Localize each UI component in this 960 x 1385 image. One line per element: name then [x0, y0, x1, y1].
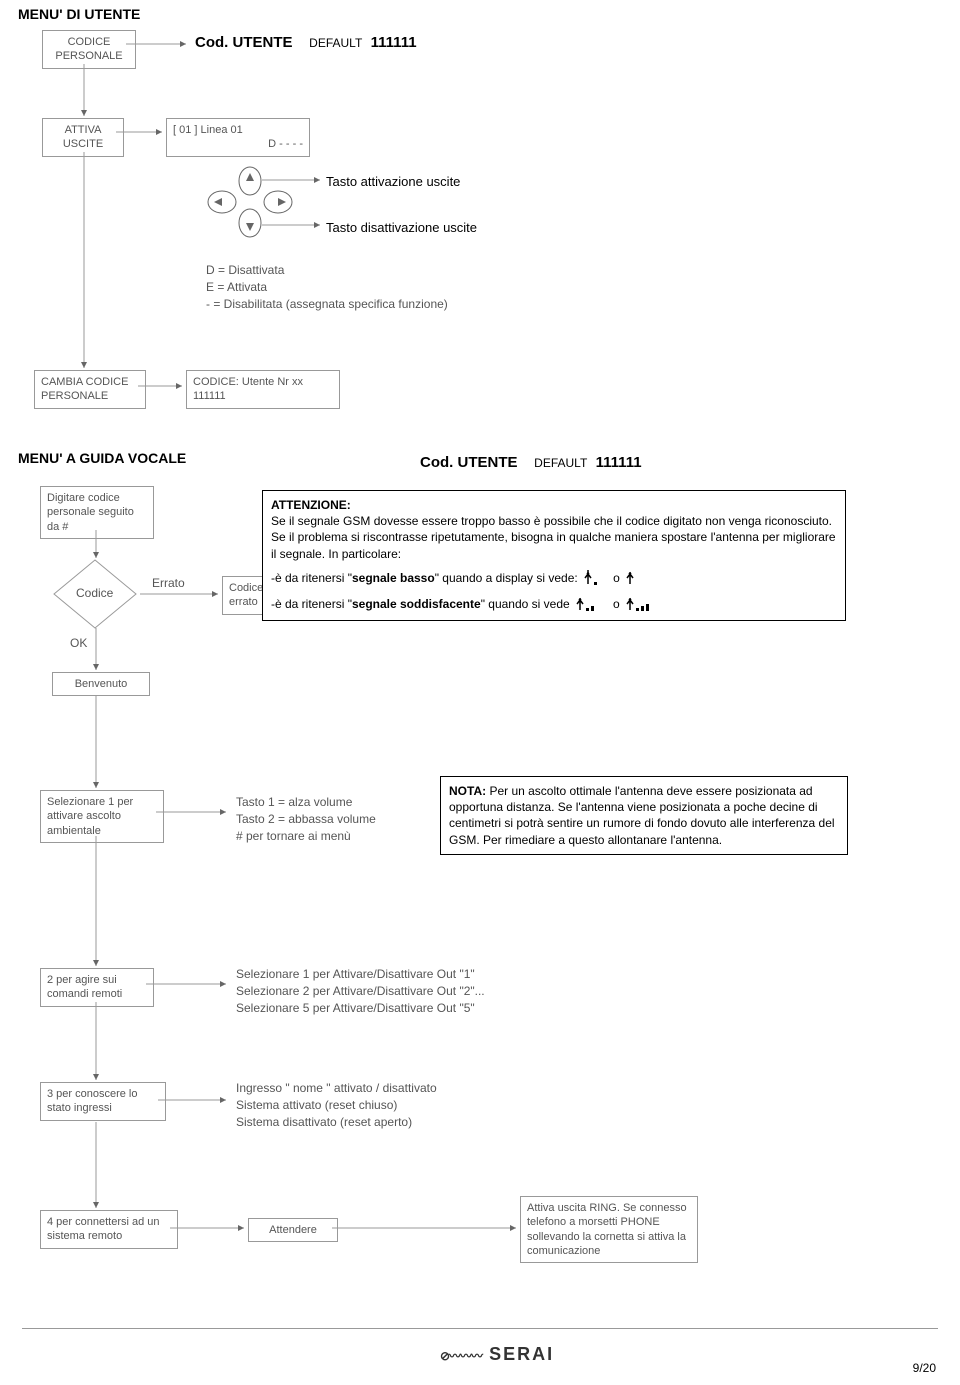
signal-icon-4	[626, 596, 662, 614]
label-tasto-disattivazione: Tasto disattivazione uscite	[326, 220, 477, 235]
keypad-shape	[200, 165, 300, 245]
page-number: 9/20	[913, 1361, 936, 1375]
cod-utente-row: Cod. UTENTE DEFAULT 111111	[195, 34, 417, 51]
nota-body: Per un ascolto ottimale l'antenna deve e…	[449, 784, 835, 847]
legend-dash: - = Disabilitata (assegnata specifica fu…	[206, 297, 448, 311]
default-value-2: 111111	[596, 454, 642, 471]
legend-e: E = Attivata	[206, 280, 267, 294]
default-label: DEFAULT	[309, 36, 362, 50]
sel-list: Selezionare 1 per Attivare/Disattivare O…	[236, 966, 485, 1016]
box-attendere: Attendere	[248, 1218, 338, 1242]
section-title-1: MENU' DI UTENTE	[18, 6, 140, 22]
b1-pre: -è da ritenersi "	[271, 571, 352, 585]
o-label-1: o	[613, 571, 620, 585]
ingr-l2: Sistema attivato (reset chiuso)	[236, 1098, 397, 1112]
tasto-info-l3: # per tornare ai menù	[236, 829, 351, 843]
box-sel3: 3 per conoscere lo stato ingressi	[40, 1082, 166, 1121]
box-codice-personale: CODICE PERSONALE	[42, 30, 136, 69]
b2-pre: -è da ritenersi "	[271, 597, 352, 611]
errato-label: Errato	[152, 576, 185, 590]
label-tasto-attivazione: Tasto attivazione uscite	[326, 174, 460, 189]
nota-box: NOTA: Per un ascolto ottimale l'antenna …	[440, 776, 848, 855]
ingr-l1: Ingresso " nome " attivato / disattivato	[236, 1081, 437, 1095]
attenzione-bullet2: -è da ritenersi "segnale soddisfacente" …	[271, 596, 837, 614]
box-attiva-uscite: ATTIVA USCITE	[42, 118, 124, 157]
tasto-info-l2: Tasto 2 = abbassa volume	[236, 812, 376, 826]
box-benvenuto: Benvenuto	[52, 672, 150, 696]
footer-logo: ⊘〰〰〰 SERAI	[440, 1344, 554, 1365]
sel-list-l1: Selezionare 1 per Attivare/Disattivare O…	[236, 967, 475, 981]
box-digitare-codice: Digitare codice personale seguito da #	[40, 486, 154, 539]
box-cambia-codice: CAMBIA CODICE PERSONALE	[34, 370, 146, 409]
attenzione-bullet1: -è da ritenersi "segnale basso" quando a…	[271, 570, 837, 588]
codice-utente-val: 111111	[193, 390, 226, 402]
cod-utente-row-2: Cod. UTENTE DEFAULT 111111	[420, 454, 642, 471]
b2-post: " quando si vede	[481, 597, 570, 611]
section-title-2: MENU' A GUIDA VOCALE	[18, 450, 186, 466]
default-label-2: DEFAULT	[534, 456, 587, 470]
tasto-info-l1: Tasto 1 = alza volume	[236, 795, 352, 809]
ingr-l3: Sistema disattivato (reset aperto)	[236, 1115, 412, 1129]
cod-utente-label-2: Cod. UTENTE	[420, 454, 518, 471]
b1-bold: segnale basso	[352, 571, 435, 585]
signal-icon-3	[576, 596, 606, 614]
attenzione-l2: Se il problema si riscontrasse ripetutam…	[271, 530, 836, 560]
b1-post: " quando a display si vede:	[435, 571, 578, 585]
logo-text: SERAI	[489, 1344, 554, 1364]
signal-icon-2	[626, 570, 648, 588]
attenzione-box: ATTENZIONE: Se il segnale GSM dovesse es…	[262, 490, 846, 621]
legend-d: D = Disattivata	[206, 263, 284, 277]
box-sel4: 4 per connettersi ad un sistema remoto	[40, 1210, 178, 1249]
tasto-info: Tasto 1 = alza volume Tasto 2 = abbassa …	[236, 794, 376, 844]
ok-label: OK	[70, 636, 87, 650]
ingr-list: Ingresso " nome " attivato / disattivato…	[236, 1080, 437, 1130]
footer-divider	[22, 1328, 938, 1329]
box-sel2: 2 per agire sui comandi remoti	[40, 968, 154, 1007]
box-sel1: Selezionare 1 per attivare ascolto ambie…	[40, 790, 164, 843]
signal-icon-1	[584, 570, 606, 588]
codice-utente-nr: CODICE: Utente Nr xx	[193, 376, 303, 388]
attenzione-l1: Se il segnale GSM dovesse essere troppo …	[271, 514, 832, 528]
sel-list-l3: Selezionare 5 per Attivare/Disattivare O…	[236, 1001, 475, 1015]
cod-utente-label: Cod. UTENTE	[195, 34, 293, 51]
legend: D = Disattivata E = Attivata - = Disabil…	[206, 262, 448, 312]
b2-bold: segnale soddisfacente	[352, 597, 481, 611]
default-value: 111111	[371, 34, 417, 51]
attenzione-title: ATTENZIONE:	[271, 498, 351, 512]
logo-wave: ⊘〰〰〰	[440, 1349, 482, 1363]
nota-title: NOTA:	[449, 784, 486, 798]
linea01-line1: [ 01 ] Linea 01	[173, 124, 243, 136]
box-ring: Attiva uscita RING. Se connesso telefono…	[520, 1196, 698, 1263]
linea01-line2: D - - - -	[268, 137, 303, 151]
o-label-2: o	[613, 597, 620, 611]
codice-label: Codice	[76, 586, 113, 600]
box-codice-utente-nr: CODICE: Utente Nr xx 111111	[186, 370, 340, 409]
sel-list-l2: Selezionare 2 per Attivare/Disattivare O…	[236, 984, 485, 998]
box-linea01: [ 01 ] Linea 01 D - - - -	[166, 118, 310, 157]
